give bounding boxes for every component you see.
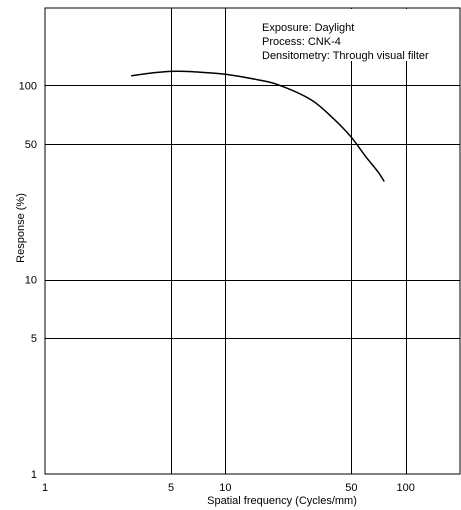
x-tick-label-100: 100 [397, 482, 415, 494]
y-tick-label-100: 100 [19, 80, 37, 92]
annotation-background [258, 9, 454, 61]
y-tick-label-10: 10 [25, 275, 37, 287]
y-tick-label-1: 1 [31, 469, 37, 481]
horizontal-grid-lines [45, 85, 460, 339]
annotation-process: Process: CNK-4 [262, 36, 341, 48]
x-tick-label-50: 50 [345, 482, 357, 494]
vertical-grid-lines [171, 8, 407, 474]
y-tick-label-50: 50 [25, 139, 37, 151]
x-tick-label-10: 10 [219, 482, 231, 494]
x-tick-label-5: 5 [168, 482, 174, 494]
x-axis-title: Spatial frequency (Cycles/mm) [207, 495, 357, 507]
plot-frame [44, 7, 461, 475]
y-axis-title: Response (%) [15, 193, 27, 263]
annotation-exposure: Exposure: Daylight [262, 22, 354, 34]
annotation-densitometry: Densitometry: Through visual filter [262, 50, 429, 62]
annotation-block: Exposure: Daylight Process: CNK-4 Densit… [258, 9, 454, 62]
response-curve [130, 70, 385, 182]
x-tick-label-1: 1 [42, 482, 48, 494]
x-tick-labels: 1 5 10 50 100 [42, 482, 415, 494]
y-tick-labels: 1 5 10 50 100 [19, 80, 37, 481]
y-tick-label-5: 5 [31, 333, 37, 345]
